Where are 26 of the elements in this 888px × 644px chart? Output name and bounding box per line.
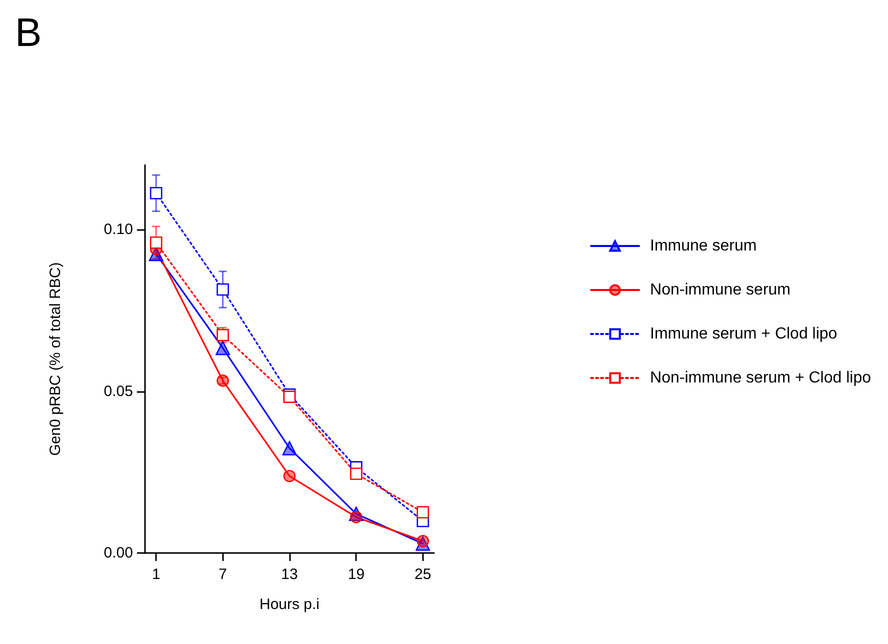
x-tick-label: 7: [218, 566, 227, 583]
x-axis-title: Hours p.i: [259, 596, 320, 613]
x-tick-label: 25: [414, 566, 432, 583]
y-axis-title: Gen0 pRBC (% of total RBC): [47, 262, 64, 456]
point: [216, 283, 229, 296]
x-tick-label: 13: [281, 566, 298, 583]
x-tick-label: 1: [152, 566, 160, 583]
point: [150, 236, 162, 249]
point: [283, 470, 296, 482]
point: [150, 186, 162, 200]
chart-title: B: [15, 11, 42, 55]
point: [350, 468, 362, 480]
point: [216, 340, 230, 356]
legend-label: Immune serum: [650, 238, 757, 254]
y-tick-label: 0.05: [104, 382, 133, 400]
y-tick-label: 0.00: [104, 544, 133, 562]
point: [283, 390, 296, 403]
y-tick-label: 0.10: [104, 221, 133, 238]
legend-label: Immune serum + Clod lipo: [650, 326, 838, 342]
legend-label: Non-immune serum + Clod lipo: [650, 370, 872, 386]
point: [416, 506, 430, 518]
point: [350, 510, 362, 524]
legend-label: Non-immune serum: [650, 282, 791, 298]
point: [416, 534, 430, 548]
point: [282, 441, 297, 456]
x-tick-label: 19: [348, 566, 365, 583]
